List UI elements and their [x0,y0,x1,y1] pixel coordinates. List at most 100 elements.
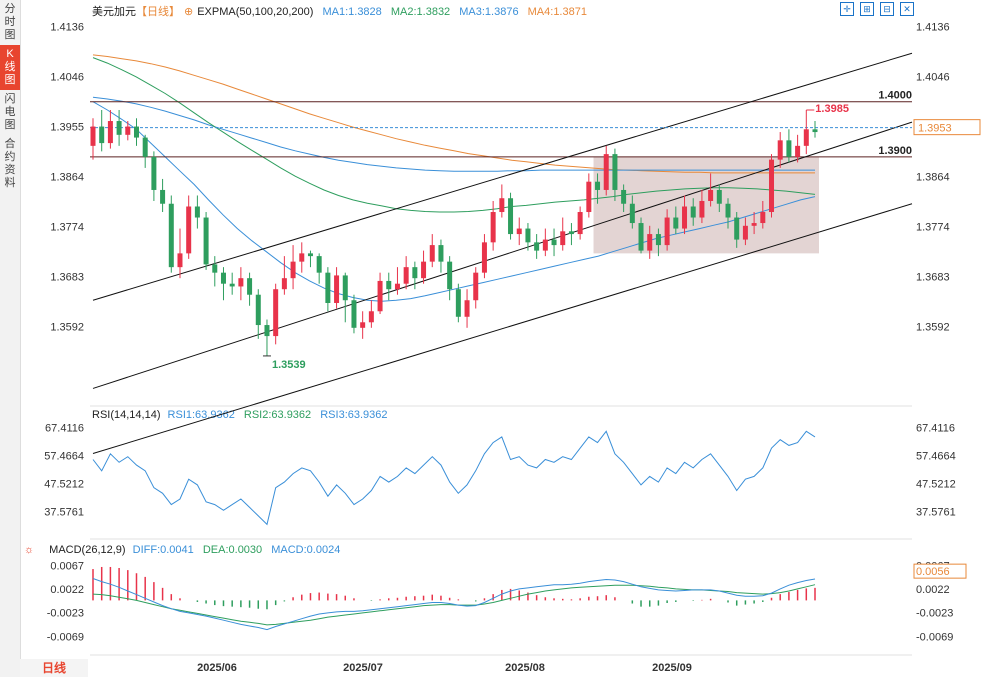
sidebar-item-1[interactable]: 分时图 [4,3,16,41]
candle-body [603,154,609,190]
zoom-out-icon[interactable]: ⊟ [880,2,894,16]
y-tick-left: 1.3774 [50,221,84,233]
rsi3-value: RSI3:63.9362 [320,409,388,421]
ma2-line [92,57,816,213]
candle-body [664,217,670,246]
current-price-value: 1.3953 [918,123,952,135]
candle-body [655,234,661,246]
candle-body [560,231,566,246]
candle-body [334,275,340,303]
candle-body [412,267,418,279]
ma2-value: MA2:1.3832 [390,6,451,18]
crosshair-icon[interactable]: ✛ [840,2,854,16]
candle-body [595,181,601,190]
candle-body [342,275,348,301]
candle-body [325,272,331,303]
candle-body [690,206,696,218]
channel-middle [92,121,913,389]
dea-value: DEA:0.0030 [202,544,263,556]
candle-body [194,206,200,218]
rsi-tick-right: 57.4664 [916,450,956,462]
rsi2-value: RSI2:63.9362 [243,409,312,421]
x-tick-label: 2025/06 [197,662,237,674]
y-tick-left: 1.3592 [50,322,84,334]
candle-body [307,253,313,257]
macd-tick-left: 0.0022 [50,584,84,596]
candle-body [455,289,461,317]
candle-body [116,121,122,135]
y-tick-right: 1.4046 [916,71,950,83]
candle-body [255,294,261,326]
candle-body [238,278,244,287]
candle-body [351,300,357,328]
current-price-tag [913,119,981,136]
zoom-in-icon[interactable]: ⊞ [860,2,874,16]
y-tick-right: 1.4136 [916,22,950,34]
candle-body [786,140,792,157]
macd-tick-right: -0.0069 [916,631,953,643]
y-tick-left: 1.4136 [50,22,84,34]
y-tick-right: 1.3774 [916,221,950,233]
close-icon[interactable]: ✕ [900,2,914,16]
candle-body [716,189,722,204]
candle-body [490,212,496,243]
indicator-name[interactable]: EXPMA(50,100,20,200) [197,6,314,18]
macd-tick-left: -0.0069 [47,631,84,643]
candle-body [682,206,688,229]
period-label[interactable]: 【日线】 [136,6,180,18]
y-tick-left: 1.3955 [50,122,84,134]
candle-body [99,126,105,144]
candle-body [647,234,653,251]
high-marker-label: 1.3985 [815,103,849,115]
level-label: 1.3900 [878,145,912,157]
candle-body [125,126,131,135]
candle-body [438,245,444,262]
candle-body [316,256,322,273]
level-label: 1.4000 [878,90,912,102]
candle-body [220,272,226,284]
candle-body [421,261,427,279]
sidebar-item-4[interactable]: 合约资料 [4,138,16,189]
rsi1-value: RSI1:63.9362 [167,409,235,421]
x-tick-label: 2025/07 [343,662,383,674]
rsi-name[interactable]: RSI(14,14,14) [92,409,161,421]
symbol-name: 美元加元 [92,6,136,18]
macd-tick-left: 0.0067 [50,560,84,572]
candle-body [499,198,505,213]
candle-body [360,322,366,328]
candle-body [508,198,514,235]
y-tick-left: 1.3683 [50,272,84,284]
macd-name[interactable]: MACD(26,12,9) [49,544,126,556]
period-tab[interactable]: 日线 [20,659,88,677]
candle-body [612,154,618,190]
main-header: 美元加元【日线】 ⊕ EXPMA(50,100,20,200) MA1:1.3828… [92,3,587,19]
candle-body [769,159,775,213]
candle-body [708,189,714,201]
consolidation-box [593,156,819,254]
rsi-tick-right: 67.4116 [916,422,955,434]
candle-body [516,228,522,235]
ma1-line [92,101,816,302]
candle-body [281,278,287,290]
y-tick-right: 1.3683 [916,272,950,284]
ma1-value: MA1:1.3828 [322,6,382,18]
rsi-tick-right: 47.5212 [916,478,956,490]
candle-body [377,280,383,312]
candle-body [107,121,113,144]
y-tick-left: 1.3864 [50,172,84,184]
chart-toolbar: ✛ ⊞ ⊟ ✕ [840,2,914,16]
candle-body [629,203,635,224]
rsi-tick-right: 37.5761 [916,506,956,518]
sidebar-item-3[interactable]: 闪电图 [4,93,16,131]
refresh-icon[interactable]: ⊕ [184,6,194,18]
candle-body [464,300,470,317]
settings-icon[interactable]: ☼ [24,544,35,556]
candle-body [577,212,583,235]
macd-tick-right: -0.0023 [916,607,953,619]
candle-body [177,253,183,268]
rsi-tick-left: 57.4664 [44,450,84,462]
candle-body [368,311,374,323]
candle-body [299,253,305,262]
